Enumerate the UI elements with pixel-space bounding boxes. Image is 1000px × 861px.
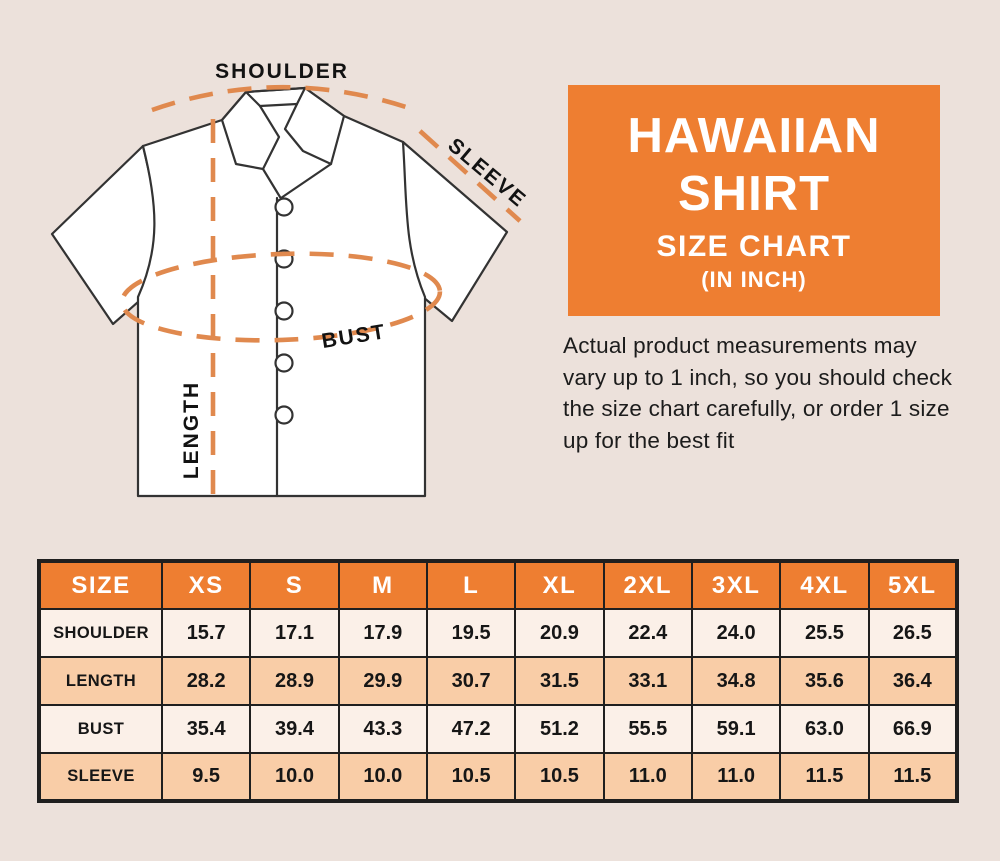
value-cell: 59.1 xyxy=(690,704,782,754)
shirt-collar-band xyxy=(258,102,299,108)
header-cell-3xl: 3XL xyxy=(690,560,782,610)
table-row-shoulder: SHOULDER 15.7 17.1 17.9 19.5 20.9 22.4 24.0 25.5… xyxy=(38,608,959,658)
value-cell: 51.2 xyxy=(514,704,605,754)
value-cell: 11.0 xyxy=(602,752,693,802)
shirt-vneck-right xyxy=(279,162,333,200)
size-table-body: SHOULDER 15.7 17.1 17.9 19.5 20.9 22.4 24.0 25.5… xyxy=(38,608,959,802)
shirt-collar-top-edge xyxy=(244,86,307,94)
size-table: SIZE XS S M L XL 2XL 3XL 4XL 5XL SHOULDER 15.7 17.1… xyxy=(37,559,959,803)
value-cell: 39.4 xyxy=(249,704,340,754)
value-cell: 66.9 xyxy=(867,704,959,754)
value-cell: 25.5 xyxy=(779,608,870,658)
header-cell-xs: XS xyxy=(160,560,252,610)
table-row-length: LENGTH 28.2 28.9 29.9 30.7 31.5 33.1 34.8 35.6 36… xyxy=(38,656,959,706)
header-cell-5xl: 5XL xyxy=(867,560,959,610)
measurement-note: Actual product measurements may vary up … xyxy=(563,333,953,453)
row-label: SLEEVE xyxy=(38,752,163,802)
title-line-1: HAWAIIAN xyxy=(627,109,881,163)
value-cell: 35.6 xyxy=(779,656,870,706)
value-cell: 36.4 xyxy=(867,656,959,706)
bust-measure-ellipse xyxy=(119,251,443,343)
size-table-header: SIZE XS S M L XL 2XL 3XL 4XL 5XL xyxy=(38,560,959,610)
header-cell-4xl: 4XL xyxy=(779,560,870,610)
value-cell: 31.5 xyxy=(514,656,605,706)
value-cell: 19.5 xyxy=(425,608,517,658)
table-row-bust: BUST 35.4 39.4 43.3 47.2 51.2 55.5 59.1 63.0 66.9 xyxy=(38,704,959,754)
value-cell: 33.1 xyxy=(602,656,693,706)
value-cell: 11.5 xyxy=(867,752,959,802)
header-cell-l: L xyxy=(425,560,517,610)
row-label: BUST xyxy=(38,704,163,754)
header-cell-2xl: 2XL xyxy=(602,560,693,610)
length-label: LENGTH xyxy=(180,381,203,479)
value-cell: 43.3 xyxy=(337,704,428,754)
shoulder-label: SHOULDER xyxy=(215,60,349,83)
row-label: SHOULDER xyxy=(38,608,163,658)
table-row-sleeve: SLEEVE 9.5 10.0 10.0 10.5 10.5 11.0 11.0 11.5 11.… xyxy=(38,752,959,802)
value-cell: 15.7 xyxy=(160,608,252,658)
value-cell: 29.9 xyxy=(337,656,428,706)
value-cell: 10.0 xyxy=(337,752,428,802)
value-cell: 11.0 xyxy=(690,752,782,802)
shirt-body xyxy=(136,86,427,498)
header-cell-m: M xyxy=(337,560,428,610)
value-cell: 24.0 xyxy=(690,608,782,658)
value-cell: 34.8 xyxy=(690,656,782,706)
title-box: HAWAIIAN SHIRT SIZE CHART (IN INCH) xyxy=(568,85,940,316)
header-cell-xl: XL xyxy=(514,560,605,610)
value-cell: 10.5 xyxy=(514,752,605,802)
shirt-diagram: SHOULDER SLEEVE BUST LENGTH xyxy=(50,60,531,498)
value-cell: 17.1 xyxy=(249,608,340,658)
header-cell-size: SIZE xyxy=(38,560,163,610)
value-cell: 17.9 xyxy=(337,608,428,658)
value-cell: 63.0 xyxy=(779,704,870,754)
title-line-2: SHIRT xyxy=(678,167,830,221)
value-cell: 20.9 xyxy=(514,608,605,658)
value-cell: 26.5 xyxy=(867,608,959,658)
value-cell: 9.5 xyxy=(160,752,252,802)
value-cell: 10.0 xyxy=(249,752,340,802)
value-cell: 28.2 xyxy=(160,656,252,706)
value-cell: 22.4 xyxy=(602,608,693,658)
value-cell: 10.5 xyxy=(425,752,517,802)
title-line-4: (IN INCH) xyxy=(701,267,807,292)
title-line-3: SIZE CHART xyxy=(656,230,852,263)
shirt-buttons xyxy=(274,197,294,425)
header-cell-s: S xyxy=(249,560,340,610)
value-cell: 35.4 xyxy=(160,704,252,754)
sleeve-measure-line xyxy=(418,129,522,223)
value-cell: 28.9 xyxy=(249,656,340,706)
value-cell: 55.5 xyxy=(602,704,693,754)
value-cell: 11.5 xyxy=(779,752,870,802)
shirt-vneck-left xyxy=(261,167,282,199)
value-cell: 47.2 xyxy=(425,704,517,754)
shoulder-measure-arc xyxy=(151,84,407,113)
value-cell: 30.7 xyxy=(425,656,517,706)
row-label: LENGTH xyxy=(38,656,163,706)
